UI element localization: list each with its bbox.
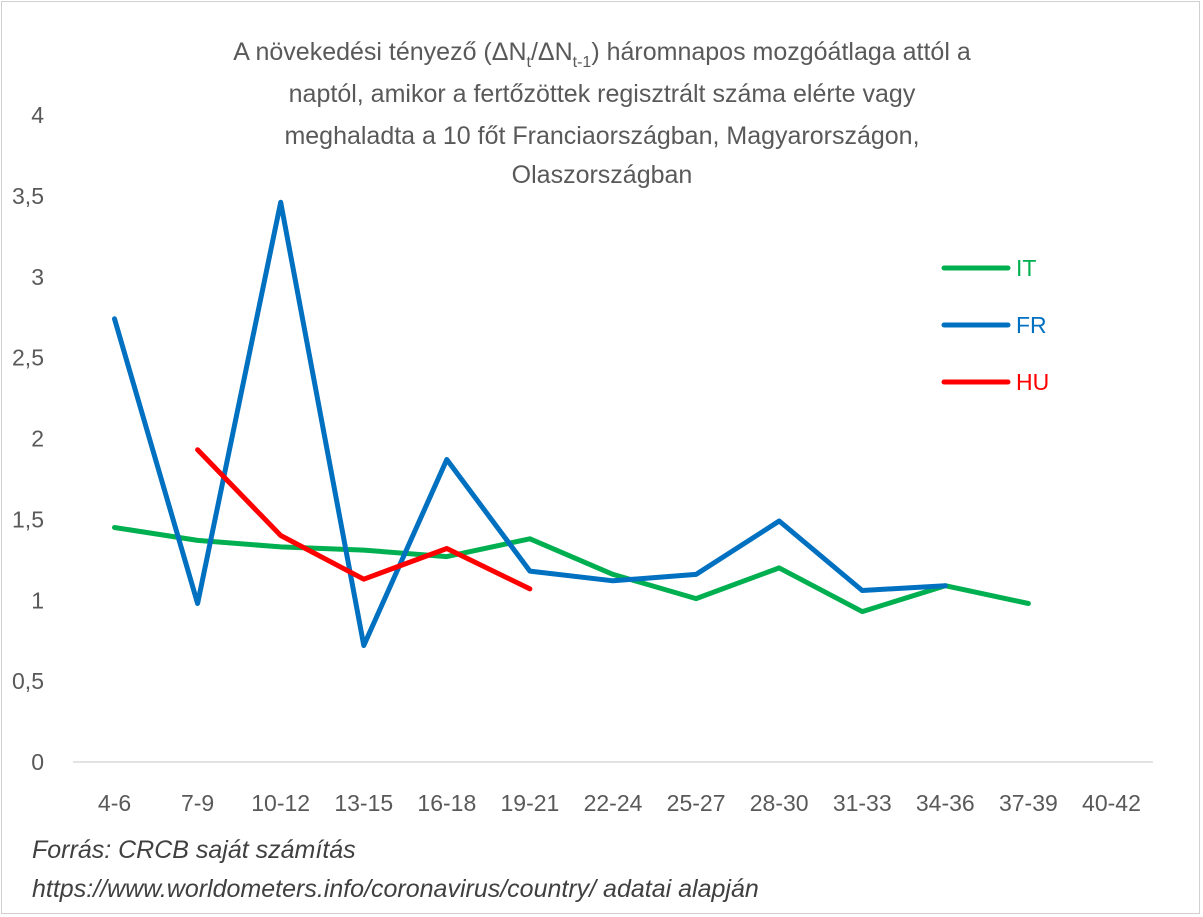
series-line-hu: [195, 447, 533, 592]
source-url: https://www.worldometers.info/coronaviru…: [32, 875, 759, 903]
title-line-1: A növekedési tényező (ΔNt/ΔNt-1) háromna…: [233, 38, 971, 71]
x-tick-label: 28-30: [750, 790, 809, 816]
x-tick-label: 13-15: [334, 790, 393, 816]
x-tick-label: 10-12: [251, 790, 310, 816]
title-line-2: naptól, amikor a fertőzöttek regisztrált…: [289, 80, 916, 108]
series-layer: [112, 199, 1031, 648]
y-tick-label: 2,5: [12, 345, 44, 371]
y-tick-label: 2: [31, 426, 44, 452]
x-tick-label: 4-6: [98, 790, 131, 816]
y-tick-label: 1: [31, 587, 44, 613]
title-subscript-t: t: [527, 54, 532, 71]
y-tick-label: 3,5: [12, 183, 44, 209]
x-tick-label: 40-42: [1082, 790, 1141, 816]
legend-label-fr: FR: [1016, 312, 1047, 338]
x-tick-label: 22-24: [584, 790, 643, 816]
series-line-it: [112, 525, 1031, 615]
x-tick-label: 34-36: [916, 790, 975, 816]
x-axis: 4-6 7-9 10-12 13-15 16-18 19-21 22-24 25-27 28-3…: [73, 761, 1153, 816]
y-tick-label: 0,5: [12, 668, 44, 694]
chart-title: A növekedési tényező (ΔNt/ΔNt-1) háromna…: [233, 38, 971, 189]
y-axis: 0 0,5 1 1,5 2 2,5 3 3,5 4: [12, 102, 44, 775]
legend: IT FR HU: [941, 255, 1049, 395]
series-line-fr: [112, 199, 948, 648]
y-tick-label: 3: [31, 264, 44, 290]
y-tick-label: 1,5: [12, 506, 44, 532]
x-tick-label: 31-33: [833, 790, 892, 816]
title-line-3: meghaladta a 10 főt Franciaországban, Ma…: [284, 122, 919, 150]
x-tick-label: 37-39: [999, 790, 1058, 816]
x-tick-label: 25-27: [667, 790, 726, 816]
x-tick-label: 19-21: [501, 790, 560, 816]
source-note: Forrás: CRCB saját számítás: [32, 836, 356, 864]
x-tick-label: 16-18: [417, 790, 476, 816]
legend-label-hu: HU: [1016, 369, 1049, 395]
title-line-4: Olaszországban: [512, 161, 693, 189]
title-subscript-t-1: t-1: [573, 54, 592, 71]
y-tick-label: 4: [31, 102, 44, 128]
x-tick-label: 7-9: [181, 790, 214, 816]
y-tick-label: 0: [31, 749, 44, 775]
legend-label-it: IT: [1016, 255, 1036, 281]
